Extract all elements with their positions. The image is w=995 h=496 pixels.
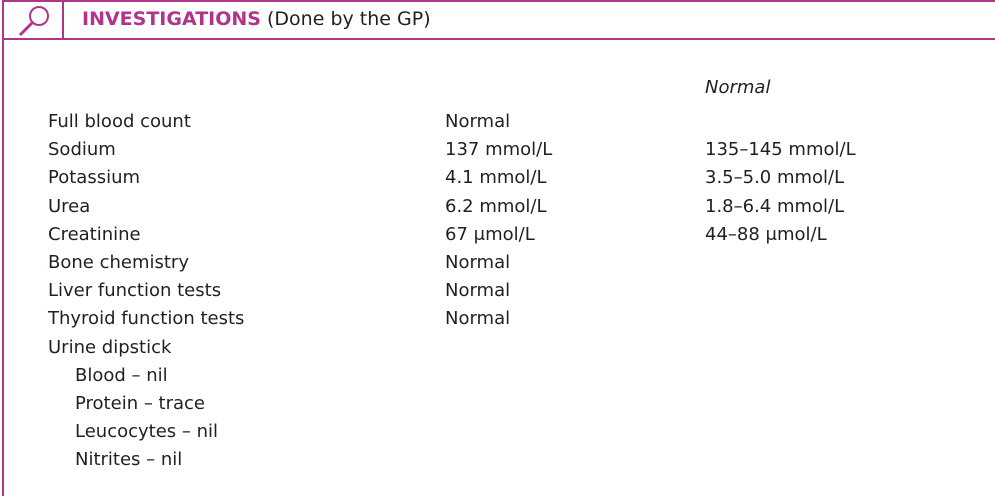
dipstick-item: Leucocytes – nil (75, 421, 219, 443)
test-name: Urine dipstick (48, 336, 172, 358)
result: 6.2 mmol/L (445, 195, 547, 217)
subtitle: (Done by the GP) (267, 8, 431, 30)
result: Normal (445, 280, 511, 302)
result: 67 μmol/L (445, 223, 535, 245)
test-name: Creatinine (48, 223, 141, 245)
result: Normal (445, 308, 511, 330)
magnifier-icon (18, 6, 49, 37)
result: 137 mmol/L (445, 139, 553, 161)
icon-divider (62, 0, 64, 40)
test-name: Urea (48, 195, 91, 217)
normal-range: 1.8–6.4 mmol/L (705, 195, 845, 217)
result: 4.1 mmol/L (445, 167, 547, 189)
left-border (2, 0, 4, 496)
header-border (2, 38, 995, 40)
test-name: Thyroid function tests (48, 308, 245, 330)
test-name: Sodium (48, 139, 116, 161)
dipstick-item: Protein – trace (75, 393, 205, 414)
normal-range: 44–88 μmol/L (705, 223, 827, 245)
test-name: Potassium (48, 167, 141, 189)
test-name: Liver function tests (48, 280, 222, 302)
normal-range: 135–145 mmol/L (705, 139, 856, 161)
test-name: Bone chemistry (48, 252, 189, 273)
dipstick-item: Nitrites – nil (75, 449, 183, 471)
header: INVESTIGATIONS (Done by the GP) (82, 8, 431, 30)
result: Normal (445, 252, 511, 273)
normal-range: 3.5–5.0 mmol/L (705, 167, 845, 189)
normal-heading: Normal (705, 77, 771, 98)
result: Normal (445, 111, 511, 132)
top-border (2, 0, 995, 2)
title: INVESTIGATIONS (82, 8, 261, 30)
dipstick-item: Blood – nil (75, 364, 168, 386)
test-name: Full blood count (48, 111, 191, 132)
